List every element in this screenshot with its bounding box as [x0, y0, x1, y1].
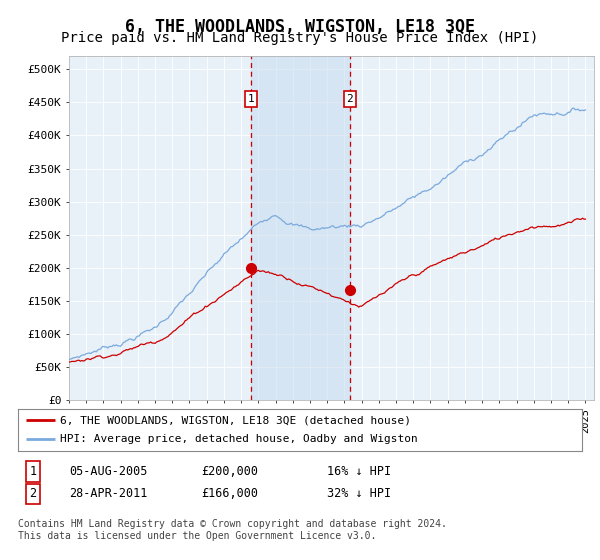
Text: 28-APR-2011: 28-APR-2011 — [69, 487, 148, 501]
Text: 6, THE WOODLANDS, WIGSTON, LE18 3QE (detached house): 6, THE WOODLANDS, WIGSTON, LE18 3QE (det… — [60, 415, 412, 425]
Text: £166,000: £166,000 — [201, 487, 258, 501]
Text: 6, THE WOODLANDS, WIGSTON, LE18 3QE: 6, THE WOODLANDS, WIGSTON, LE18 3QE — [125, 18, 475, 36]
Text: Contains HM Land Registry data © Crown copyright and database right 2024.
This d: Contains HM Land Registry data © Crown c… — [18, 519, 447, 541]
Text: 2: 2 — [29, 487, 37, 501]
Text: 32% ↓ HPI: 32% ↓ HPI — [327, 487, 391, 501]
Text: 16% ↓ HPI: 16% ↓ HPI — [327, 465, 391, 478]
Text: Price paid vs. HM Land Registry's House Price Index (HPI): Price paid vs. HM Land Registry's House … — [61, 31, 539, 45]
Text: 1: 1 — [248, 94, 254, 104]
Bar — [251, 56, 350, 400]
Text: 2: 2 — [347, 94, 353, 104]
Text: £200,000: £200,000 — [201, 465, 258, 478]
Text: HPI: Average price, detached house, Oadby and Wigston: HPI: Average price, detached house, Oadb… — [60, 435, 418, 445]
Text: 1: 1 — [29, 465, 37, 478]
Text: 05-AUG-2005: 05-AUG-2005 — [69, 465, 148, 478]
